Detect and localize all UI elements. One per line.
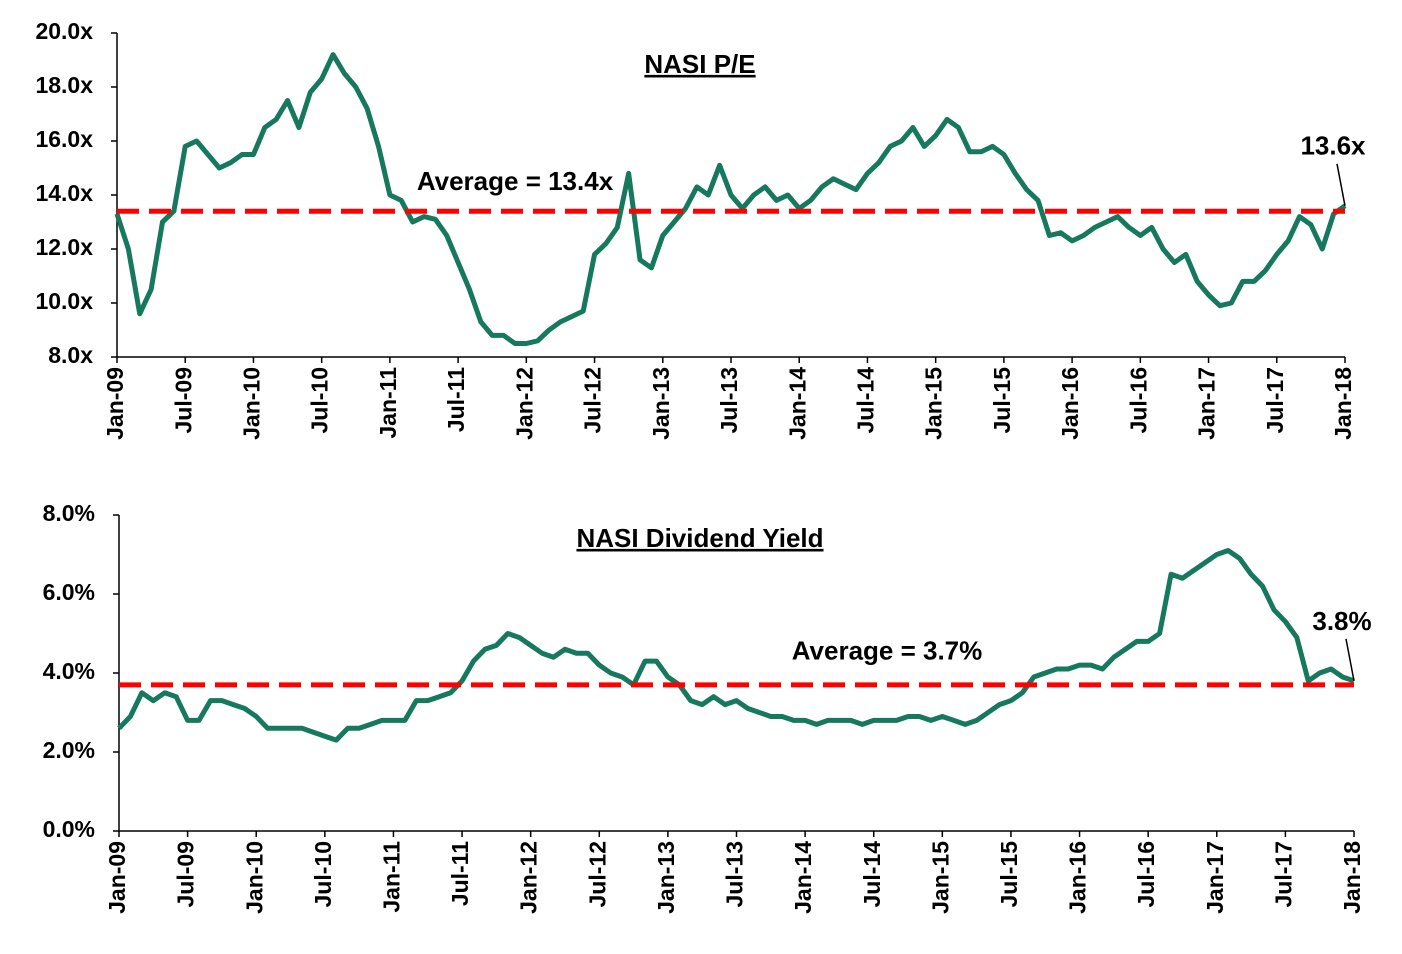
x-tick-label: Jul-12 — [584, 841, 610, 907]
x-tick-label: Jan-13 — [653, 841, 679, 914]
x-tick-label: Jul-17 — [1270, 841, 1296, 907]
x-tick-label: Jan-10 — [239, 367, 265, 440]
last-label-pointer — [1336, 163, 1346, 206]
x-tick-label: Jan-12 — [516, 841, 542, 914]
x-tick-label: Jan-14 — [790, 841, 816, 914]
data-line — [114, 52, 1347, 346]
x-tick-label: Jan-11 — [379, 841, 405, 913]
x-tick-label: Jan-09 — [102, 367, 128, 440]
y-tick-label: 2.0% — [43, 737, 95, 763]
x-tick-label: Jan-17 — [1202, 841, 1228, 914]
x-tick-label: Jan-14 — [784, 367, 810, 440]
x-tick-label: Jul-10 — [307, 367, 333, 433]
x-tick-label: Jul-12 — [580, 367, 606, 433]
x-tick-label: Jul-15 — [996, 841, 1022, 908]
x-tick-label: Jan-16 — [1057, 367, 1083, 440]
average-label: Average = 3.7% — [792, 636, 983, 666]
data-line — [117, 548, 1355, 743]
x-tick-label: Jul-15 — [989, 367, 1015, 434]
last-label: 13.6x — [1300, 131, 1366, 161]
y-tick-label: 4.0% — [43, 658, 95, 684]
y-tick-label: 20.0x — [35, 18, 93, 44]
x-tick-label: Jul-09 — [170, 367, 196, 433]
x-tick-label: Jan-12 — [511, 367, 537, 440]
x-tick-label: Jul-13 — [716, 367, 742, 433]
x-tick-label: Jul-11 — [447, 841, 473, 906]
average-label: Average = 13.4x — [417, 166, 614, 196]
last-label: 3.8% — [1312, 606, 1371, 636]
y-tick-label: 8.0x — [48, 342, 93, 368]
y-tick-label: 18.0x — [35, 72, 93, 98]
y-tick-label: 0.0% — [43, 816, 95, 842]
x-tick-label: Jan-11 — [375, 367, 401, 439]
x-tick-label: Jul-14 — [859, 841, 885, 908]
chart-title: NASI P/E — [644, 49, 755, 79]
y-tick-label: 14.0x — [35, 180, 93, 206]
last-label-pointer — [1345, 638, 1355, 682]
x-tick-label: Jan-18 — [1330, 367, 1356, 440]
y-tick-label: 8.0% — [43, 500, 95, 526]
x-tick-label: Jan-16 — [1065, 841, 1091, 914]
x-tick-label: Jan-15 — [921, 367, 947, 440]
x-tick-label: Jul-13 — [722, 841, 748, 907]
x-tick-label: Jan-09 — [104, 841, 130, 914]
x-tick-label: Jan-18 — [1339, 841, 1365, 914]
x-tick-label: Jul-17 — [1262, 367, 1288, 433]
y-tick-label: 12.0x — [35, 234, 93, 260]
y-tick-label: 10.0x — [35, 288, 93, 314]
x-tick-label: Jul-10 — [310, 841, 336, 907]
x-tick-label: Jul-11 — [443, 367, 469, 432]
x-tick-label: Jul-09 — [173, 841, 199, 907]
x-tick-label: Jul-14 — [853, 367, 879, 434]
y-tick-label: 6.0% — [43, 579, 95, 605]
x-tick-label: Jul-16 — [1125, 367, 1151, 433]
y-tick-label: 16.0x — [35, 126, 93, 152]
chart-title: NASI Dividend Yield — [576, 523, 823, 553]
x-tick-label: Jan-17 — [1194, 367, 1220, 440]
x-tick-label: Jul-16 — [1133, 841, 1159, 907]
x-tick-label: Jan-13 — [648, 367, 674, 440]
x-tick-label: Jan-15 — [927, 841, 953, 914]
x-tick-label: Jan-10 — [241, 841, 267, 914]
